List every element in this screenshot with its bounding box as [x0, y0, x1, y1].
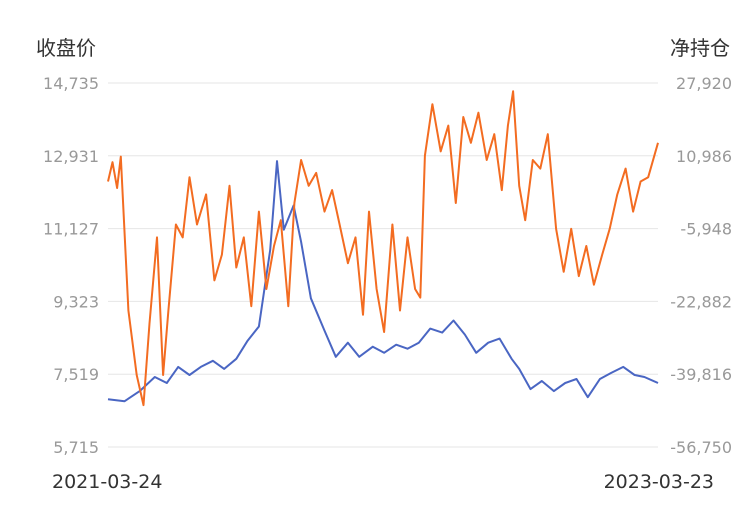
right-tick-label: 10,986: [676, 147, 732, 166]
left-tick-label: 9,323: [53, 292, 99, 311]
left-tick-label: 5,715: [53, 438, 99, 457]
x-end-label: 2023-03-23: [604, 471, 714, 493]
right-tick-label: -39,816: [670, 365, 732, 384]
right-tick-label: -22,882: [670, 292, 732, 311]
right-tick-label: 27,920: [676, 74, 732, 93]
right-axis-title: 净持仓: [670, 36, 730, 60]
left-tick-label: 11,127: [43, 220, 99, 239]
left-axis: 14,735 12,931 11,127 9,323 7,519 5,715: [43, 74, 99, 457]
left-tick-label: 12,931: [43, 147, 99, 166]
left-axis-title: 收盘价: [36, 36, 96, 60]
x-start-label: 2021-03-24: [52, 471, 162, 493]
right-tick-label: -5,948: [680, 220, 732, 239]
series-line-left-axis: [107, 160, 659, 403]
left-tick-label: 14,735: [43, 74, 99, 93]
series-line-right-axis: [107, 90, 659, 407]
right-tick-label: -56,750: [670, 438, 732, 457]
left-tick-label: 7,519: [53, 365, 99, 384]
gridlines: [108, 82, 658, 448]
right-axis: 27,920 10,986 -5,948 -22,882 -39,816 -56,750: [670, 74, 732, 457]
series-layer: [107, 90, 659, 407]
